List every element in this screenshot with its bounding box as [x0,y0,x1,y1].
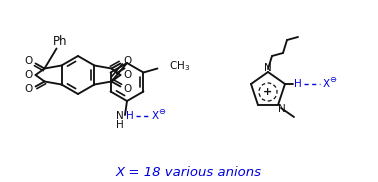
Text: O: O [25,84,33,94]
Text: O: O [25,70,33,80]
Text: O: O [123,84,132,94]
Text: O: O [123,56,132,66]
Text: CH$_3$: CH$_3$ [169,60,191,73]
Text: N: N [278,104,286,114]
Text: +: + [263,87,273,97]
Text: H: H [126,111,134,121]
Text: O: O [123,70,132,80]
Text: Ph: Ph [53,35,68,48]
Text: H: H [116,120,124,130]
Text: X: X [152,111,158,121]
Text: X: X [322,79,330,89]
Text: ⊖: ⊖ [330,76,336,84]
Text: O: O [25,56,33,66]
Text: H: H [294,79,302,89]
Text: N: N [116,111,124,121]
Text: ⊖: ⊖ [158,108,166,116]
Text: N: N [264,63,272,73]
Text: X = 18 various anions: X = 18 various anions [116,165,262,179]
